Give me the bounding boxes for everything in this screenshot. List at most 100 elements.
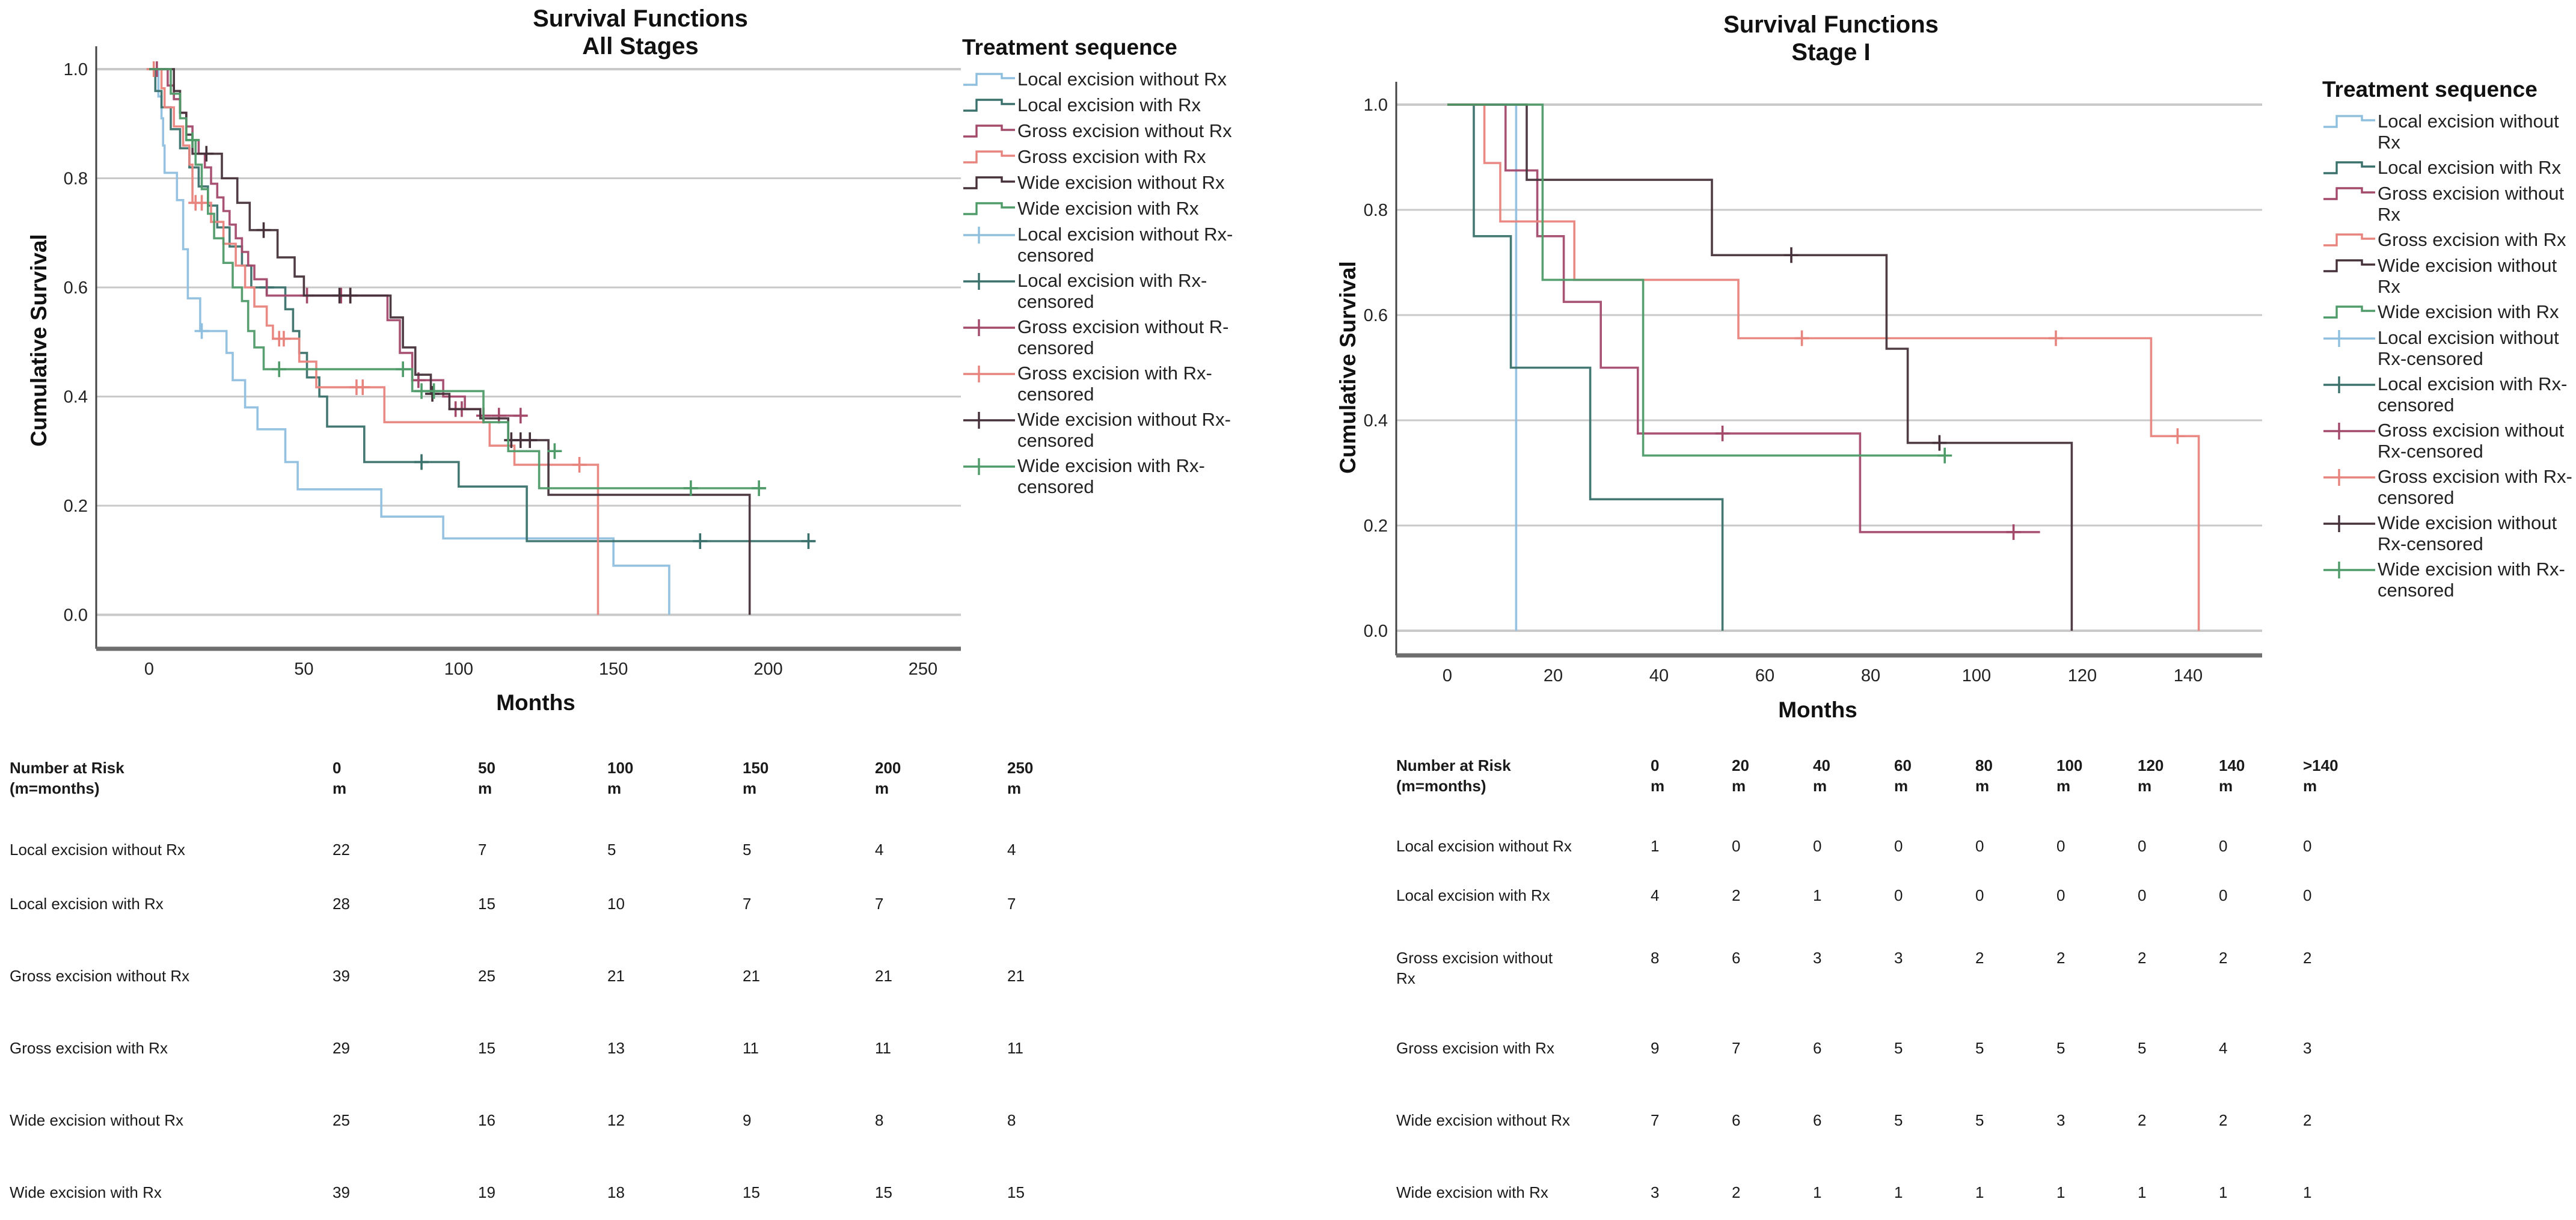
risk-table-value: 22: [333, 841, 350, 859]
risk-table-column-header-unit: m: [1975, 777, 1990, 795]
risk-table-value: 4: [1651, 886, 1660, 904]
risk-table-value: 2: [2219, 1111, 2228, 1129]
risk-table-value: 8: [875, 1111, 884, 1129]
risk-table-row-label: Wide excision with Rx: [10, 1183, 162, 1201]
risk-table-value: 5: [1975, 1039, 1984, 1057]
legend-item: Local excision without Rx: [2322, 111, 2576, 153]
risk-table-value: 4: [875, 841, 884, 859]
risk-table-value: 1: [1651, 837, 1660, 855]
risk-table-value: 9: [743, 1111, 752, 1129]
risk-table-value: 39: [333, 1183, 350, 1201]
legend-item-label: Gross excision without R-censored: [1017, 316, 1229, 358]
risk-table-value: 5: [2056, 1039, 2065, 1057]
risk-table-column-header-unit: m: [333, 779, 347, 797]
risk-table-row-label: Local excision with Rx: [10, 895, 164, 913]
left-series-wide_without: [149, 68, 751, 615]
left-y-tick-label: 0.4: [64, 388, 88, 407]
risk-table-value: 3: [1894, 949, 1903, 967]
legend-censored-marker-icon: [963, 319, 1015, 336]
legend-item: Wide excision with Rx: [962, 198, 1299, 219]
risk-table-value: 13: [607, 1039, 625, 1057]
legend-step-line-icon: [963, 150, 1015, 164]
risk-table-value: 8: [1007, 1111, 1016, 1129]
right-y-tick-label: 0.8: [1364, 201, 1388, 220]
risk-table-value: 21: [875, 967, 892, 985]
risk-table-value: 2: [1732, 886, 1741, 904]
risk-table-column-header: 0: [333, 759, 342, 777]
risk-table-value: 25: [478, 967, 495, 985]
risk-table-value: 0: [1813, 837, 1822, 855]
risk-table-value: 1: [1894, 1183, 1903, 1201]
legend-step-line-icon: [2323, 259, 2375, 272]
left-y-tick-label: 0.8: [64, 170, 88, 189]
legend-item: Wide excision with Rx: [2322, 301, 2576, 323]
legend-step-line-icon: [963, 99, 1015, 112]
left-x-tick-label: 250: [909, 660, 937, 679]
legend-item: Local excision without Rx: [962, 69, 1299, 90]
legend-step-line-icon: [2323, 115, 2375, 128]
risk-table-value: 15: [1007, 1183, 1025, 1201]
legend-item: Local excision with Rx: [962, 94, 1299, 116]
legend-item-label: Gross excision with Rx-censored: [2378, 466, 2572, 508]
left-x-tick-label: 100: [444, 660, 473, 679]
risk-table-value: 11: [875, 1039, 891, 1057]
risk-table-column-header: >140: [2303, 756, 2338, 774]
left-y-tick-label: 0.0: [64, 606, 88, 625]
risk-table-value: 25: [333, 1111, 350, 1129]
legend-item-label: Wide excision with Rx-censored: [2378, 559, 2565, 601]
left-series-gross_without: [149, 68, 527, 417]
risk-table-value: 1: [2138, 1183, 2147, 1201]
risk-table-column-header: 80: [1975, 756, 1993, 774]
legend-item-label: Wide excision without Rx-censored: [2378, 512, 2557, 554]
risk-table-header: Number at Risk: [1396, 756, 1511, 774]
risk-table-value: 0: [2138, 837, 2147, 855]
right-x-axis-title: Months: [1778, 697, 1857, 722]
risk-table-value: 19: [478, 1183, 495, 1201]
legend-item-label: Wide excision with Rx-censored: [1017, 455, 1205, 497]
risk-table-value: 5: [2138, 1039, 2147, 1057]
risk-table-value: 2: [1732, 1183, 1741, 1201]
risk-table-value: 7: [1732, 1039, 1741, 1057]
risk-table-column-header-unit: m: [607, 779, 622, 797]
legend-censored-marker-icon: [963, 366, 1015, 382]
right-y-tick-label: 0.0: [1364, 622, 1388, 641]
left-legend-items: Local excision without Rx Local excision …: [962, 69, 1299, 497]
risk-table-value: 6: [1732, 1111, 1741, 1129]
left-legend-title: Treatment sequence: [962, 35, 1177, 60]
risk-table-row-label: Gross excision without: [1396, 949, 1553, 967]
risk-table-column-header-unit: m: [1813, 777, 1827, 795]
risk-table-column-header-unit: m: [1007, 779, 1022, 797]
risk-table-value: 2: [2219, 949, 2228, 967]
risk-table-value: 1: [2056, 1183, 2065, 1201]
right-series-wide_without: [1447, 103, 2073, 631]
risk-table-column-header-unit: m: [2056, 777, 2071, 795]
right-x-tick-label: 20: [1544, 666, 1563, 685]
legend-step-line-icon: [963, 73, 1015, 86]
risk-table-column-header-unit: m: [2138, 777, 2152, 795]
risk-table-column-header: 250: [1007, 759, 1034, 777]
legend-item-label: Local excision with Rx: [2378, 157, 2561, 178]
legend-item: Local excision without Rx-censored: [962, 224, 1299, 266]
risk-table-value: 2: [2138, 1111, 2147, 1129]
risk-table-value: 7: [875, 895, 884, 913]
left-legend: Treatment sequence Local excision withou…: [962, 35, 1299, 501]
legend-censored-marker-icon: [2323, 330, 2375, 347]
legend-item-label: Wide excision without Rx: [2378, 255, 2557, 297]
risk-table-row-label: Wide excision without Rx: [1396, 1111, 1570, 1129]
legend-censored-marker-icon: [963, 227, 1015, 244]
risk-table-value: 0: [2138, 886, 2147, 904]
risk-table-column-header: 60: [1894, 756, 1912, 774]
left-series-local_without: [149, 68, 670, 615]
right-x-tick-label: 80: [1861, 666, 1880, 685]
left-y-tick-label: 1.0: [64, 60, 88, 79]
risk-table-value: 5: [743, 841, 752, 859]
risk-table-value: 29: [333, 1039, 350, 1057]
legend-step-line-icon: [2323, 305, 2375, 319]
risk-table-value: 5: [1894, 1039, 1903, 1057]
legend-item: Gross excision without Rx: [962, 120, 1299, 142]
survival-charts-canvas: 0.00.20.40.60.81.00 50 100 150 200 2500.00.20…: [64, 46, 2262, 685]
right-x-tick-label: 40: [1649, 666, 1669, 685]
risk-table-row-label: Gross excision with Rx: [1396, 1039, 1554, 1057]
right-chart-title: Survival Functions Stage I: [1711, 11, 1951, 66]
right-y-tick-label: 0.6: [1364, 306, 1388, 325]
